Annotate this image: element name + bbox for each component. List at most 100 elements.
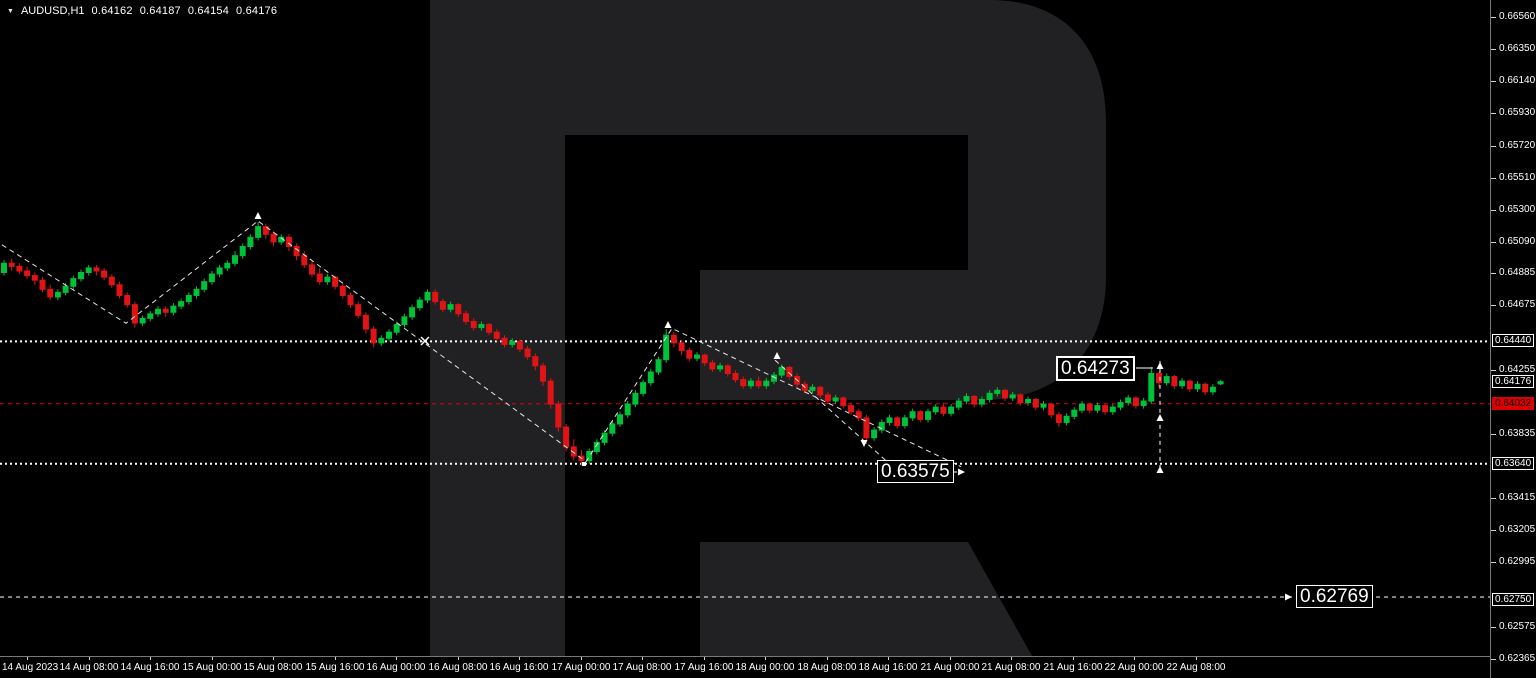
candle-bull — [478, 324, 485, 329]
axis-last-price-badge: 0.64176 — [1492, 375, 1535, 388]
candle-bull — [416, 299, 423, 309]
candle-bear — [108, 276, 115, 286]
candle-bull — [62, 285, 69, 293]
candle-bull — [409, 307, 416, 318]
candle-bear — [701, 354, 708, 364]
candle-bull — [208, 273, 215, 283]
price-axis-label: 0.66140 — [1499, 75, 1536, 86]
candle-bear — [1002, 389, 1008, 399]
candle-bull — [1025, 399, 1032, 404]
candle-bear — [39, 279, 46, 290]
time-axis-label: 21 Aug 08:00 — [981, 662, 1041, 673]
candle-bull — [955, 400, 962, 408]
price-axis-tick — [1491, 530, 1496, 531]
price-axis-label: 0.64885 — [1499, 267, 1536, 278]
time-axis-tick — [1134, 657, 1135, 660]
candle-bear — [262, 226, 269, 235]
price-axis-tick — [1491, 49, 1496, 50]
time-axis-label: 17 Aug 08:00 — [612, 662, 672, 673]
candle-bear — [501, 337, 508, 345]
time-axis-label: 15 Aug 08:00 — [243, 662, 303, 673]
candle-bear — [47, 288, 54, 298]
price-axis-label: 0.62575 — [1499, 621, 1536, 632]
watermark-logo-r — [700, 542, 1032, 656]
candle-bull — [986, 392, 993, 401]
candle-bear — [16, 265, 23, 272]
candle-bear — [755, 380, 762, 387]
time-axis-tick — [642, 657, 643, 660]
time-axis-label: 17 Aug 16:00 — [674, 662, 734, 673]
candle-bull — [1209, 386, 1216, 393]
time-axis-label: 16 Aug 00:00 — [366, 662, 426, 673]
candle-bull — [170, 305, 177, 313]
price-callout-62769[interactable]: 0.62769 — [1296, 585, 1373, 608]
candle-bear — [463, 313, 469, 322]
candle-bear — [678, 342, 685, 352]
candle-bear — [940, 406, 947, 414]
quote-high: 0.64187 — [139, 5, 181, 17]
time-axis-tick — [888, 657, 889, 660]
candle-bear — [439, 301, 446, 310]
candle-bull — [647, 371, 654, 384]
candle-bear — [732, 372, 739, 381]
arrow-up-icon — [1156, 466, 1164, 473]
candle-bear — [516, 340, 523, 350]
axis-bid-badge-red: 0.64032 — [1492, 397, 1535, 410]
candle-bull — [147, 313, 154, 319]
candle-bull — [694, 354, 700, 359]
candle-bear — [1102, 405, 1109, 413]
chart-canvas[interactable] — [0, 0, 1490, 656]
time-axis-tick — [212, 657, 213, 660]
candle-bear — [555, 403, 562, 428]
price-axis[interactable]: 0.64440 0.64176 0.64032 0.63640 0.62750 … — [1490, 0, 1536, 678]
price-callout-63575[interactable]: 0.63575 — [877, 460, 954, 483]
price-axis-tick — [1491, 273, 1496, 274]
candle-bear — [817, 386, 824, 396]
candle-bull — [70, 278, 77, 287]
time-axis-tick — [89, 657, 90, 660]
candle-bull — [763, 380, 770, 387]
candle-bear — [709, 362, 716, 370]
price-axis-tick — [1491, 146, 1496, 147]
time-axis-label: 18 Aug 00:00 — [735, 662, 795, 673]
price-axis-label: 0.65300 — [1499, 204, 1536, 215]
candle-bull — [624, 403, 631, 416]
arrow-right-icon — [958, 468, 965, 476]
price-axis-tick — [1491, 242, 1496, 243]
candle-bear — [370, 328, 377, 344]
candle-bear — [563, 426, 570, 448]
axis-level-badge-62750: 0.62750 — [1492, 593, 1535, 606]
time-axis-label: 21 Aug 00:00 — [920, 662, 980, 673]
time-axis-tick — [150, 657, 151, 660]
symbol-dropdown-icon[interactable]: ▼ — [7, 7, 14, 15]
price-axis-label: 0.63835 — [1499, 428, 1536, 439]
candle-bull — [1148, 372, 1155, 402]
price-axis-label: 0.64675 — [1499, 299, 1536, 310]
cross-marker-icon — [420, 336, 430, 346]
candle-bull — [871, 429, 878, 439]
zigzag-trendline[interactable] — [1, 220, 962, 468]
candle-bull — [178, 301, 185, 307]
time-axis-tick — [458, 657, 459, 660]
candle-bull — [378, 337, 385, 344]
candle-bull — [932, 406, 939, 413]
candle-bear — [24, 270, 31, 277]
candle-bear — [1086, 403, 1093, 411]
zigzag-trendline[interactable] — [774, 359, 887, 462]
time-axis-tick — [827, 657, 828, 660]
candle-bear — [740, 379, 747, 387]
candle-bear — [1055, 414, 1062, 423]
time-axis-label: 14 Aug 16:00 — [120, 662, 180, 673]
candle-bull — [1071, 409, 1078, 417]
price-callout-64273[interactable]: 0.64273 — [1056, 356, 1135, 381]
candle-bull — [663, 334, 670, 361]
candle-bear — [124, 294, 131, 306]
time-axis[interactable]: 14 Aug 2023 14 Aug 08:00 14 Aug 16:00 15 Au… — [0, 656, 1536, 678]
candle-bear — [670, 334, 677, 344]
candle-bull — [54, 291, 61, 298]
candle-bull — [809, 386, 816, 391]
time-axis-label: 22 Aug 00:00 — [1104, 662, 1164, 673]
candle-bear — [547, 380, 554, 405]
price-axis-tick — [1491, 17, 1496, 18]
candle-bear — [1156, 372, 1162, 384]
